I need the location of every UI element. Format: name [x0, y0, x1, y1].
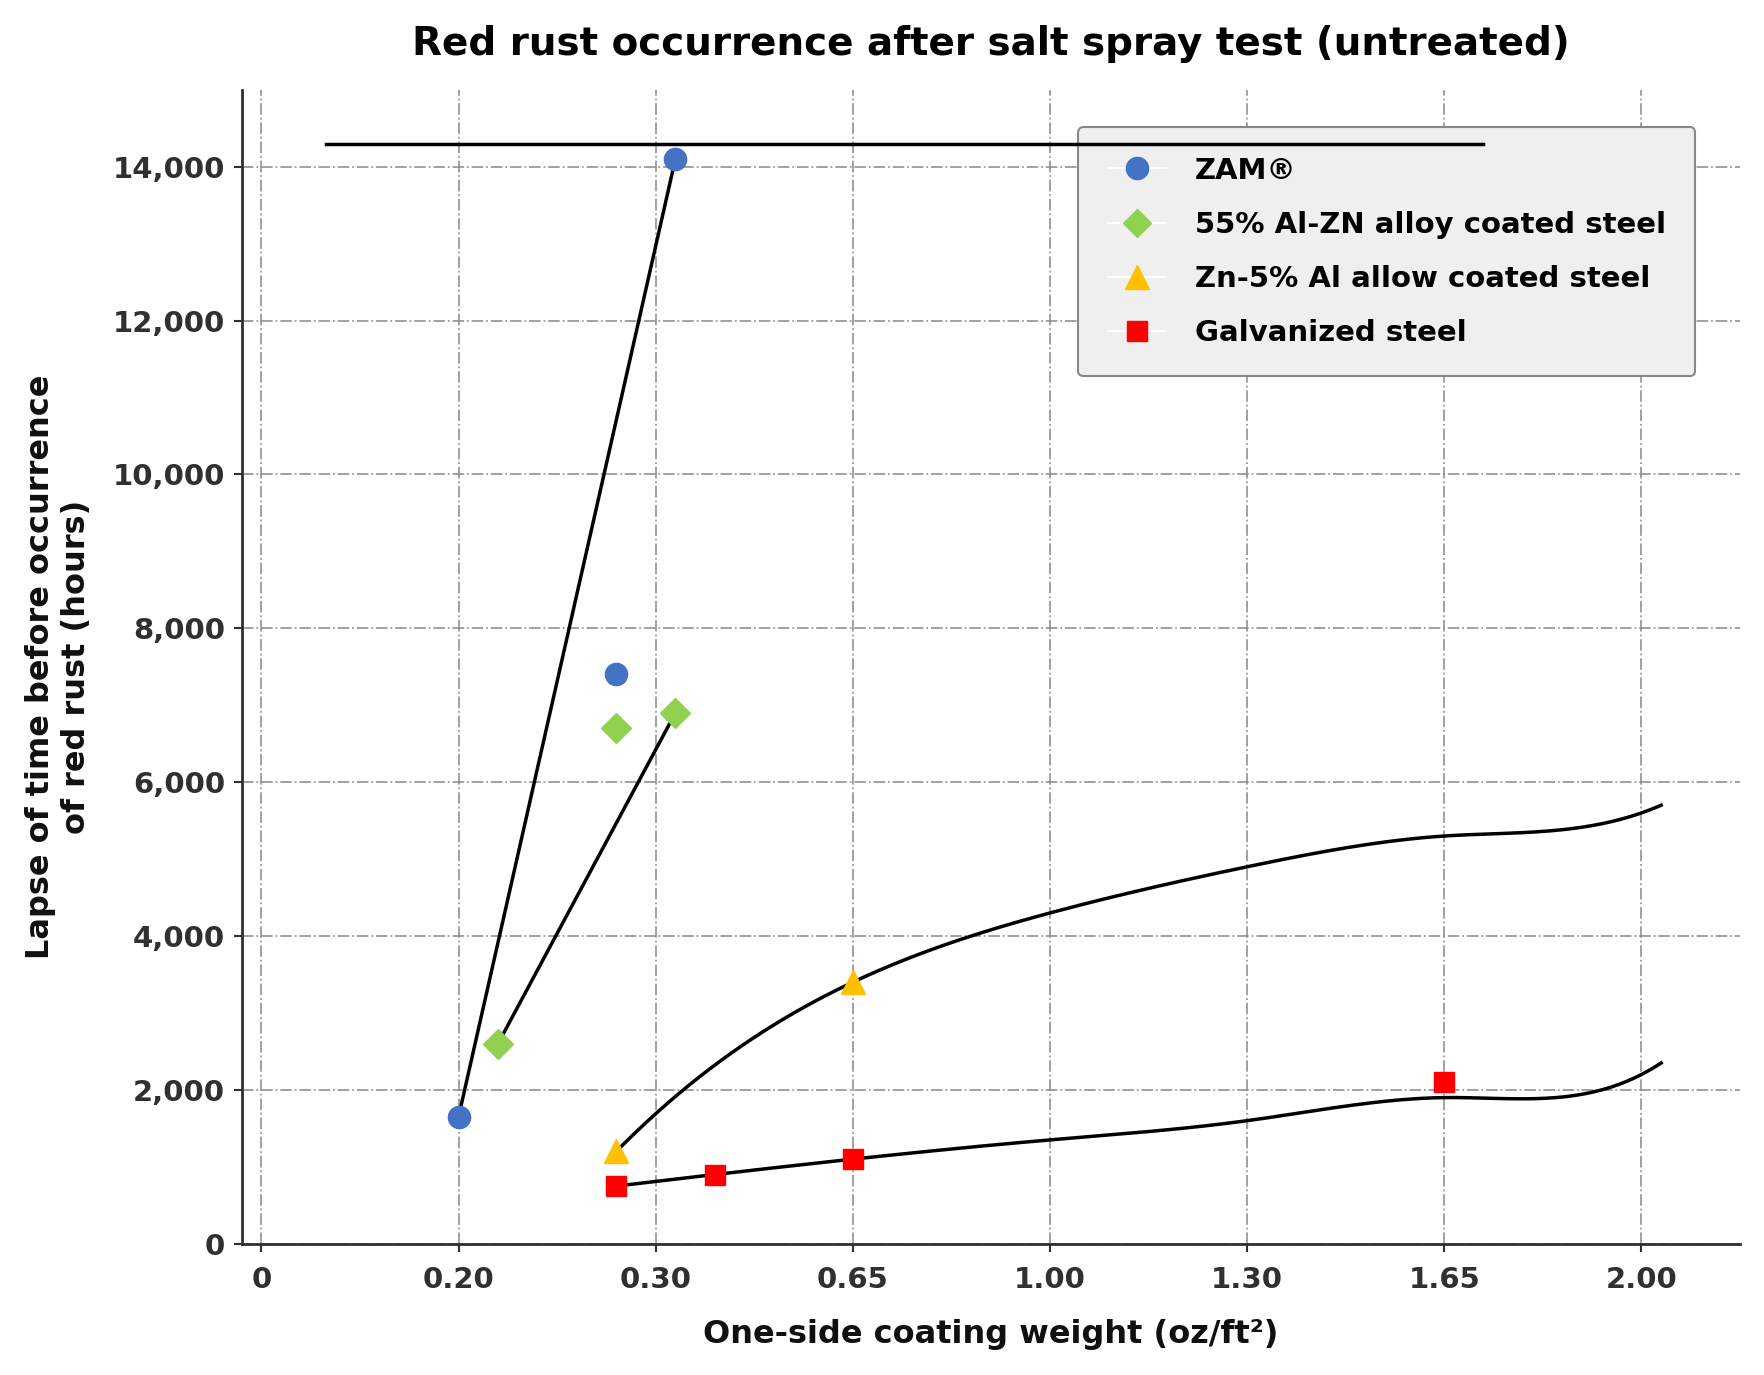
- ZAM®: [448, 1108, 469, 1125]
- Title: Red rust occurrence after salt spray test (untreated): Red rust occurrence after salt spray tes…: [411, 25, 1568, 63]
- Line: Zn-5% Al allow coated steel: Zn-5% Al allow coated steel: [603, 971, 864, 1163]
- Legend: ZAM®, 55% Al-ZN alloy coated steel, Zn-5% Al allow coated steel, Galvanized stee: ZAM®, 55% Al-ZN alloy coated steel, Zn-5…: [1078, 128, 1695, 377]
- Galvanized steel: [1432, 1074, 1454, 1090]
- 55% Al-ZN alloy coated steel: [605, 720, 626, 737]
- Galvanized steel: [841, 1151, 863, 1167]
- X-axis label: One-side coating weight (oz/ft²): One-side coating weight (oz/ft²): [702, 1319, 1277, 1350]
- Zn-5% Al allow coated steel: [605, 1143, 626, 1159]
- ZAM®: [605, 667, 626, 683]
- 55% Al-ZN alloy coated steel: [665, 704, 686, 720]
- Zn-5% Al allow coated steel: [841, 974, 863, 990]
- Galvanized steel: [605, 1178, 626, 1195]
- Y-axis label: Lapse of time before occurrence
of red rust (hours): Lapse of time before occurrence of red r…: [25, 374, 92, 958]
- Galvanized steel: [704, 1166, 725, 1182]
- Line: ZAM®: ZAM®: [446, 148, 686, 1128]
- ZAM®: [665, 151, 686, 168]
- 55% Al-ZN alloy coated steel: [487, 1035, 508, 1052]
- Line: 55% Al-ZN alloy coated steel: 55% Al-ZN alloy coated steel: [487, 703, 686, 1055]
- Line: Galvanized steel: Galvanized steel: [607, 1072, 1454, 1196]
